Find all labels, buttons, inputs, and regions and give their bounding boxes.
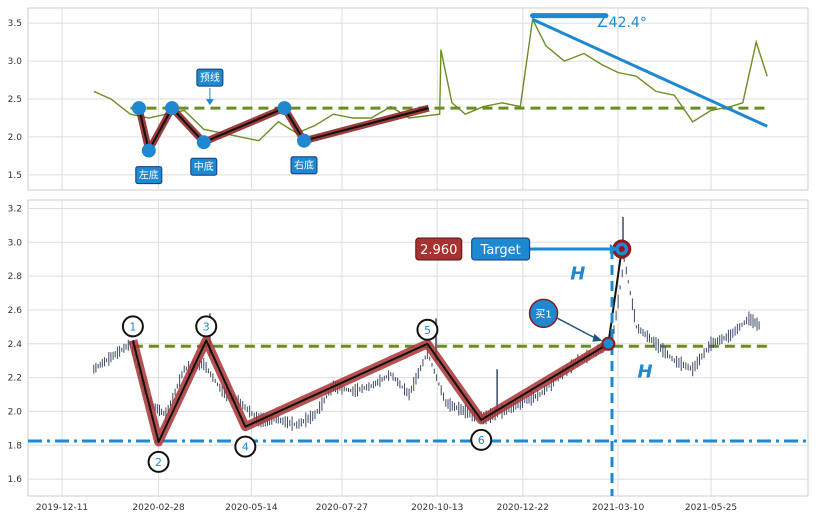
top-pattern-dot bbox=[132, 101, 146, 116]
top-y-tick-label: 2.5 bbox=[8, 95, 22, 105]
top-pattern-dot bbox=[165, 101, 179, 116]
bottom-y-tick-label: 2.8 bbox=[8, 272, 23, 282]
annotation-box bbox=[290, 156, 318, 175]
buy-arrowhead bbox=[592, 333, 603, 342]
bottom-y-tick-label: 2.2 bbox=[8, 374, 22, 384]
buy-label: 买1 bbox=[535, 308, 551, 320]
x-tick-label: 2021-03-10 bbox=[592, 503, 645, 513]
target-value-box bbox=[415, 237, 463, 261]
annotation-arrowhead bbox=[205, 99, 214, 106]
height-label-upper: H bbox=[570, 263, 585, 284]
bottom-y-tick-label: 1.6 bbox=[8, 475, 23, 485]
bottom-y-tick-label: 2.4 bbox=[8, 340, 23, 350]
buy-badge bbox=[528, 298, 559, 329]
wave-point-circle bbox=[416, 318, 439, 341]
wave-point-label: 5 bbox=[424, 324, 431, 337]
x-tick-label: 2020-10-13 bbox=[411, 503, 463, 513]
wave-point-label: 3 bbox=[203, 320, 210, 333]
wave-point-circle bbox=[121, 315, 144, 338]
annotation-label: 中底 bbox=[194, 160, 214, 173]
target-label: Target bbox=[480, 243, 521, 258]
wave-point-circle bbox=[234, 435, 257, 458]
top-price-line bbox=[93, 17, 768, 142]
wave-point-label: 1 bbox=[129, 320, 136, 333]
breakout-dot bbox=[601, 336, 616, 351]
bottom-y-tick-label: 3.2 bbox=[8, 204, 22, 214]
target-projection-line bbox=[607, 248, 623, 344]
top-pattern-dot bbox=[196, 135, 211, 150]
x-tick-label: 2020-12-22 bbox=[497, 503, 549, 513]
top-y-tick-label: 3.0 bbox=[8, 57, 23, 67]
x-tick-label: 2021-05-25 bbox=[685, 503, 737, 513]
bottom-y-tick-label: 2.0 bbox=[8, 407, 23, 417]
bottom-y-tick-label: 1.8 bbox=[8, 441, 23, 451]
top-pattern-dot bbox=[277, 101, 292, 116]
target-label-box bbox=[471, 237, 531, 261]
x-tick-label: 2020-02-28 bbox=[132, 503, 185, 513]
buy-arrow bbox=[557, 317, 601, 342]
annotation-label: 预线 bbox=[200, 71, 220, 84]
bottom-y-tick-label: 3.0 bbox=[8, 238, 23, 248]
top-pattern-dot bbox=[297, 133, 311, 148]
top-y-tick-label: 3.5 bbox=[8, 19, 22, 29]
wave-core bbox=[131, 339, 609, 443]
x-tick-label: 2020-05-14 bbox=[225, 503, 278, 513]
annotation-box bbox=[135, 166, 163, 185]
target-value: 2.960 bbox=[420, 243, 457, 258]
height-label-lower: H bbox=[637, 362, 652, 383]
bottom-y-tick-label: 2.6 bbox=[8, 306, 23, 316]
angle-label: ∠42.4° bbox=[596, 15, 647, 31]
top-y-tick-label: 2.0 bbox=[8, 133, 23, 143]
wave-point-circle bbox=[470, 428, 493, 451]
annotation-box bbox=[196, 68, 224, 87]
x-tick-label: 2019-12-11 bbox=[36, 503, 88, 513]
wave-point-circle bbox=[195, 315, 218, 338]
wave-point-label: 6 bbox=[478, 434, 485, 447]
wave-point-label: 2 bbox=[155, 456, 162, 469]
top-pattern-dot bbox=[141, 143, 156, 158]
wave-point-circle bbox=[147, 450, 170, 473]
wave-point-label: 4 bbox=[242, 441, 249, 454]
target-dot-core bbox=[618, 246, 625, 253]
x-tick-label: 2020-07-27 bbox=[316, 503, 368, 513]
top-y-tick-label: 1.5 bbox=[8, 171, 22, 181]
target-arrowhead bbox=[609, 244, 618, 255]
top-trend-line bbox=[531, 18, 768, 128]
annotation-label: 左底 bbox=[139, 169, 159, 182]
annotation-box bbox=[190, 157, 218, 176]
annotation-label: 右底 bbox=[294, 159, 314, 172]
